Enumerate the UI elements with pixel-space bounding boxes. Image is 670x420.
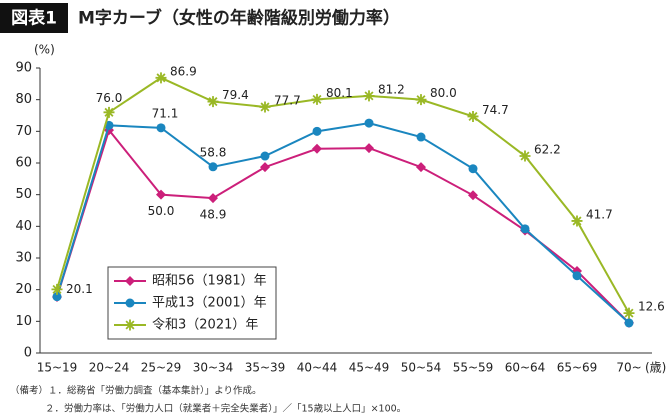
y-tick-label: 60: [15, 156, 32, 171]
x-tick-label: 25~29: [141, 361, 182, 375]
x-tick-label: 20~24: [89, 361, 130, 375]
x-tick-label: 35~39: [245, 361, 286, 375]
point: [155, 72, 167, 84]
x-tick-label: 50~54: [401, 361, 442, 375]
footnote: ２．労働力率は、「労働力人口（就業者＋完全失業者）」／「15歳以上人口」×100…: [45, 403, 406, 415]
x-tick-label: 40~44: [297, 361, 338, 375]
data-label: 20.1: [66, 282, 93, 296]
point: [125, 276, 135, 286]
x-axis-label: (歳): [645, 361, 666, 375]
data-label: 50.0: [148, 204, 175, 218]
point: [624, 318, 634, 328]
y-axis-label: (%): [34, 43, 55, 57]
figure-label-box: [0, 3, 68, 33]
point: [520, 224, 530, 234]
point: [51, 283, 63, 295]
x-tick-label: 70~: [616, 361, 641, 375]
point: [416, 132, 426, 142]
data-label: 74.7: [482, 103, 509, 117]
point: [312, 143, 322, 154]
data-label: 86.9: [170, 64, 197, 78]
legend-label: 平成13（2001）年: [152, 296, 267, 311]
y-tick-label: 40: [15, 219, 32, 234]
legend-label: 昭和56（1981）年: [152, 274, 267, 289]
data-label: 77.7: [274, 93, 301, 107]
point: [572, 271, 582, 281]
x-tick-label: 30~34: [193, 361, 234, 375]
point: [364, 118, 374, 128]
figure-label: 図表1: [11, 8, 57, 29]
data-label: 48.9: [200, 208, 227, 222]
point: [415, 94, 427, 106]
point: [208, 193, 218, 204]
point: [467, 110, 479, 122]
series: [51, 72, 635, 319]
x-tick-label: 55~59: [453, 361, 494, 375]
y-tick-label: 80: [15, 92, 32, 107]
point: [363, 90, 375, 102]
y-tick-label: 50: [15, 187, 32, 202]
point: [623, 307, 635, 319]
point: [311, 93, 323, 105]
point: [571, 215, 583, 227]
x-tick-label: 45~49: [349, 361, 390, 375]
data-label: 58.8: [200, 145, 227, 159]
point: [260, 162, 270, 173]
data-label: 12.6: [638, 300, 665, 314]
point: [124, 319, 136, 331]
x-tick-label: 65~69: [557, 361, 598, 375]
series-line: [56, 76, 630, 314]
point: [260, 151, 270, 161]
point: [259, 101, 271, 113]
y-tick-label: 30: [15, 251, 32, 266]
series-line: [56, 122, 630, 324]
data-label: 79.4: [222, 88, 249, 102]
data-label: 81.2: [378, 82, 405, 96]
y-tick-label: 20: [15, 282, 32, 297]
y-tick-label: 70: [15, 124, 32, 139]
y-tick-label: 10: [15, 314, 32, 329]
x-tick-label: 60~64: [505, 361, 546, 375]
point: [416, 162, 426, 173]
data-label: 71.1: [152, 106, 179, 120]
point: [156, 189, 166, 200]
point: [103, 106, 115, 118]
point: [468, 164, 478, 174]
point: [156, 123, 166, 133]
data-label: 80.0: [430, 86, 457, 100]
point: [207, 96, 219, 108]
footnote: （備考）１．総務省「労働力調査（基本集計）」より作成。: [10, 385, 262, 397]
point: [312, 126, 322, 136]
y-tick-label: 90: [15, 61, 32, 76]
x-tick-label: 15~19: [37, 361, 78, 375]
series: [52, 118, 634, 328]
legend-label: 令和3（2021）年: [152, 318, 258, 333]
point: [208, 162, 218, 172]
chart-title: M字カーブ（女性の年齢階級別労働力率）: [78, 8, 400, 29]
point: [52, 292, 62, 302]
data-label: 80.1: [326, 86, 353, 100]
point: [364, 143, 374, 154]
point: [468, 190, 478, 201]
point: [125, 298, 135, 308]
point: [519, 150, 531, 162]
data-label: 76.0: [96, 91, 123, 105]
data-label: 41.7: [586, 207, 613, 221]
data-label: 62.2: [534, 143, 561, 157]
y-tick-label: 0: [24, 346, 32, 361]
